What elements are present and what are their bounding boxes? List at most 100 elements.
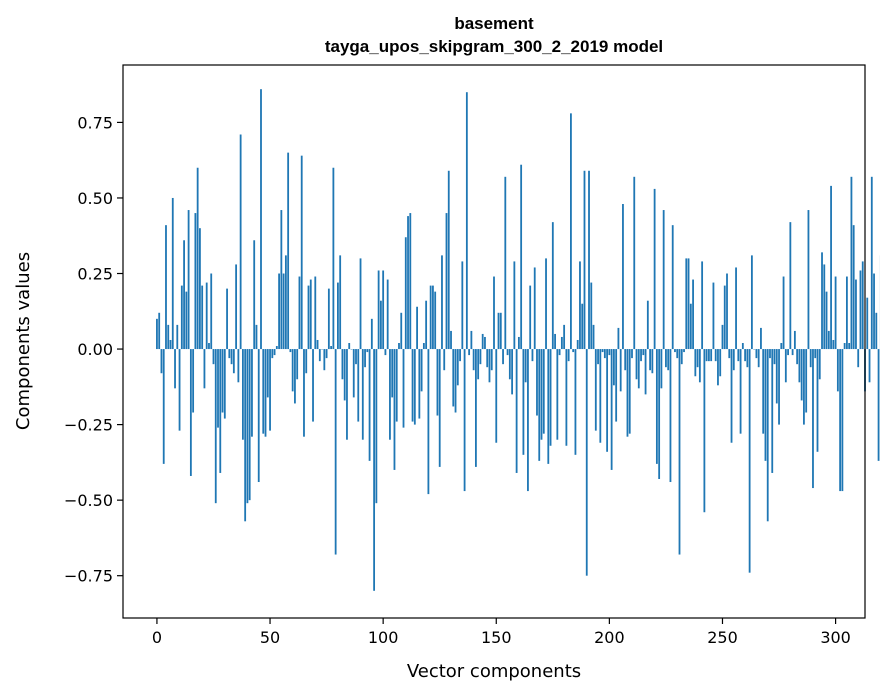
bar xyxy=(348,343,351,350)
bar xyxy=(685,258,688,350)
bar xyxy=(287,152,290,350)
bar xyxy=(705,349,708,362)
bar xyxy=(180,285,183,350)
chart-title-line-2: tayga_upos_skipgram_300_2_2019 model xyxy=(325,37,663,56)
bar xyxy=(812,349,814,489)
bar xyxy=(741,343,744,350)
bar xyxy=(601,349,604,353)
bar xyxy=(832,339,835,350)
bar xyxy=(393,349,396,470)
bar xyxy=(807,210,810,350)
bar xyxy=(377,270,380,350)
x-tick-label: 100 xyxy=(368,628,399,647)
bar xyxy=(750,255,753,350)
bar xyxy=(237,349,240,383)
bar xyxy=(156,318,158,350)
bar xyxy=(352,349,355,398)
bar xyxy=(459,349,461,362)
bar xyxy=(830,185,832,350)
bar xyxy=(651,349,654,374)
bar xyxy=(809,349,812,368)
bar xyxy=(472,349,475,371)
bar xyxy=(531,349,534,362)
bar xyxy=(841,349,844,492)
bar xyxy=(400,312,403,350)
bar xyxy=(474,349,477,467)
bar xyxy=(368,349,371,461)
bar xyxy=(579,261,581,350)
bar xyxy=(748,349,751,573)
bar xyxy=(737,349,740,362)
bar xyxy=(662,210,665,350)
bar xyxy=(608,349,611,356)
bar xyxy=(241,349,244,440)
bar xyxy=(868,349,871,383)
bar xyxy=(407,216,409,350)
bar xyxy=(787,349,789,356)
bar xyxy=(873,273,875,350)
bar xyxy=(834,276,837,350)
bar-series xyxy=(156,89,880,591)
bar xyxy=(366,349,369,353)
bar xyxy=(382,270,385,350)
bar xyxy=(793,330,796,350)
bar xyxy=(692,279,694,350)
bar xyxy=(653,188,656,350)
bar xyxy=(205,282,208,350)
bar xyxy=(859,270,862,350)
bar xyxy=(201,285,204,350)
bar xyxy=(370,318,373,350)
bar xyxy=(603,349,606,359)
bar xyxy=(248,349,251,501)
bar xyxy=(325,349,328,359)
bar xyxy=(511,349,514,395)
bar xyxy=(583,170,586,350)
bar xyxy=(436,349,439,416)
bar xyxy=(870,176,873,350)
bar xyxy=(665,349,667,368)
bar xyxy=(490,349,493,371)
bar xyxy=(468,349,471,356)
bar xyxy=(683,349,685,353)
bar xyxy=(712,282,715,350)
bar xyxy=(481,333,484,350)
bar xyxy=(246,349,249,504)
bar xyxy=(855,279,857,350)
bar xyxy=(470,330,473,350)
bar xyxy=(572,349,575,353)
bar xyxy=(766,349,769,522)
bar xyxy=(538,349,541,461)
bar xyxy=(228,349,231,359)
bar xyxy=(658,349,661,479)
bar xyxy=(497,312,500,350)
bar xyxy=(185,291,188,350)
bar xyxy=(588,170,590,350)
bar xyxy=(187,210,190,350)
y-axis-label: Components values xyxy=(13,252,34,430)
bar xyxy=(398,343,400,350)
y-tick-label: 0.00 xyxy=(77,340,113,359)
bar xyxy=(176,324,179,350)
bar xyxy=(196,167,199,350)
bar xyxy=(780,343,783,350)
bar xyxy=(262,349,265,434)
bar xyxy=(827,330,830,350)
bar xyxy=(739,349,742,434)
bar xyxy=(305,349,308,374)
bar xyxy=(160,349,163,374)
chart-title: basement tayga_upos_skipgram_300_2_2019 … xyxy=(325,14,663,56)
bar xyxy=(214,349,217,504)
bar xyxy=(513,261,516,350)
bar xyxy=(782,276,785,350)
bar xyxy=(637,349,640,389)
bar xyxy=(271,349,274,359)
bar xyxy=(791,349,794,356)
bar xyxy=(735,267,737,350)
bar xyxy=(717,349,719,386)
bar xyxy=(332,167,335,350)
bar xyxy=(861,261,864,350)
bar xyxy=(389,349,391,440)
y-axis-ticks: −0.75 −0.50 −0.25 0.00 0.25 0.50 0.75 xyxy=(64,113,123,586)
bar xyxy=(789,222,792,350)
bar xyxy=(441,255,443,350)
